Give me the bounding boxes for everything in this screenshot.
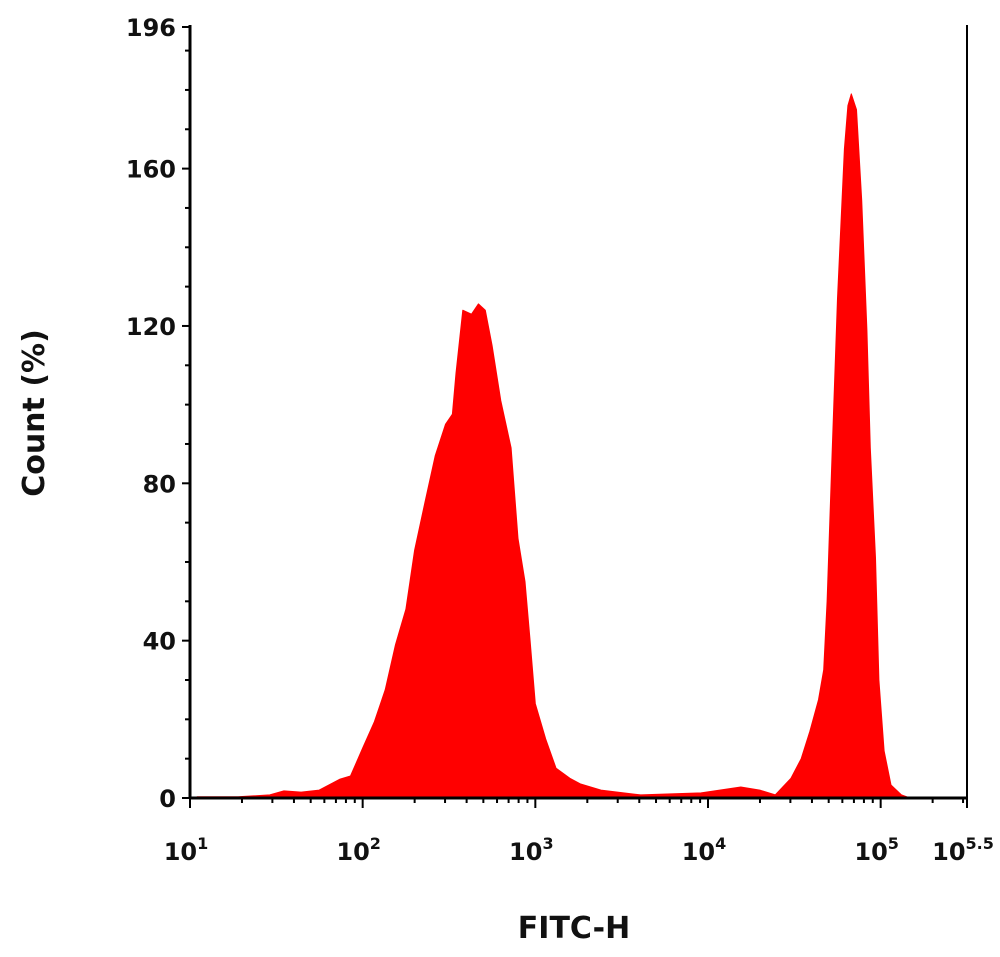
x-tick-base: 10 bbox=[336, 838, 369, 866]
x-tick-exponent: 3 bbox=[542, 834, 553, 853]
x-tick-exponent: 4 bbox=[715, 834, 726, 853]
x-tick-label: 104 bbox=[682, 834, 727, 866]
x-tick-exponent: 5.5 bbox=[966, 834, 994, 853]
histogram-area bbox=[196, 93, 911, 799]
x-tick-label: 105.5 bbox=[932, 834, 994, 866]
y-tick-label: 80 bbox=[143, 470, 176, 498]
x-tick-label: 102 bbox=[336, 834, 381, 866]
x-tick-group: 101 102 103 104 105 105.5 bbox=[164, 798, 994, 866]
y-tick-group: 0 40 80 120 160 196 bbox=[126, 14, 190, 813]
x-tick-base: 10 bbox=[682, 838, 715, 866]
x-tick-exponent: 2 bbox=[370, 834, 381, 853]
x-tick-base: 10 bbox=[164, 838, 197, 866]
y-axis-label: Count (%) bbox=[17, 329, 52, 497]
x-tick-exponent: 1 bbox=[197, 834, 208, 853]
y-tick-label: 40 bbox=[143, 628, 176, 656]
x-tick-exponent: 5 bbox=[888, 834, 899, 853]
y-tick-label: 160 bbox=[126, 156, 176, 184]
y-tick-label: 0 bbox=[159, 785, 176, 813]
y-tick-label: 196 bbox=[126, 14, 176, 42]
x-tick-label: 103 bbox=[509, 834, 554, 866]
x-tick-label: 101 bbox=[164, 834, 209, 866]
axes-group bbox=[188, 25, 968, 800]
x-tick-label: 105 bbox=[854, 834, 899, 866]
x-tick-base: 10 bbox=[854, 838, 887, 866]
x-tick-base: 10 bbox=[509, 838, 542, 866]
y-tick-label: 120 bbox=[126, 313, 176, 341]
x-axis-label: FITC-H bbox=[518, 911, 630, 946]
x-tick-base: 10 bbox=[932, 838, 965, 866]
histogram-area-group bbox=[196, 93, 911, 799]
